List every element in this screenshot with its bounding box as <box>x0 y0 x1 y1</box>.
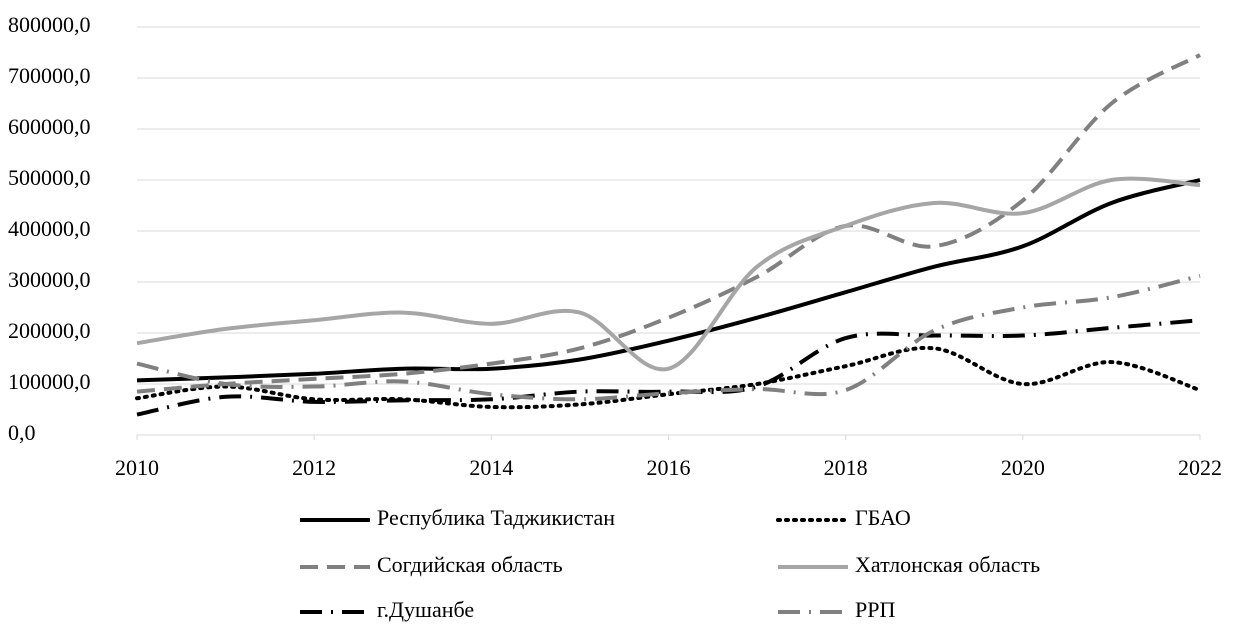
series-line <box>135 345 1202 410</box>
series-line <box>136 178 1201 383</box>
legend-label: Согдийская область <box>377 552 563 577</box>
legend-label: Республика Таджикистан <box>377 505 615 530</box>
legend-label: Хатлонская область <box>855 552 1040 577</box>
series-line <box>136 53 1201 394</box>
x-tick-label: 2018 <box>824 455 868 480</box>
x-tick-label: 2016 <box>647 455 691 480</box>
y-tick-label: 400000,0 <box>8 216 91 241</box>
legend-label: г.Душанбе <box>377 597 474 622</box>
x-tick-label: 2022 <box>1178 455 1222 480</box>
y-tick-label: 0,0 <box>8 420 36 445</box>
legend-label: ГБАО <box>855 505 911 530</box>
y-tick-label: 100000,0 <box>8 369 91 394</box>
series-line <box>136 176 1201 372</box>
y-tick-label: 800000,0 <box>8 12 91 37</box>
x-tick-label: 2014 <box>469 455 513 480</box>
series-line <box>136 273 1201 402</box>
legend-label: РРП <box>855 597 895 622</box>
y-tick-label: 500000,0 <box>8 165 91 190</box>
y-tick-label: 700000,0 <box>8 63 91 88</box>
y-tick-label: 200000,0 <box>8 318 91 343</box>
x-tick-label: 2020 <box>1001 455 1045 480</box>
y-tick-label: 600000,0 <box>8 114 91 139</box>
y-tick-label: 300000,0 <box>8 267 91 292</box>
series-line <box>136 318 1201 417</box>
x-tick-label: 2010 <box>115 455 159 480</box>
x-tick-label: 2012 <box>292 455 336 480</box>
